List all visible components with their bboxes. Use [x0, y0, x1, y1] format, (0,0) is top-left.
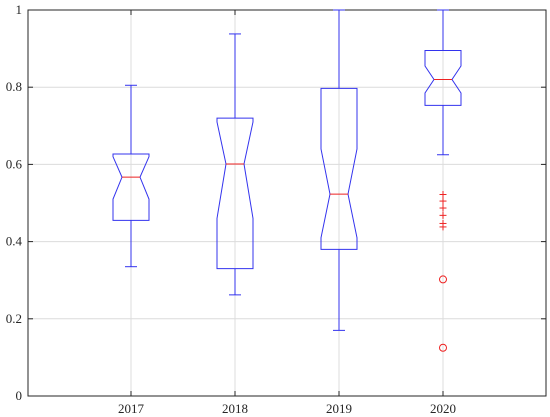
box-body — [424, 50, 462, 106]
y-tick-label: 0.6 — [6, 156, 23, 171]
box-layer — [112, 9, 462, 352]
box-group-2018 — [216, 33, 254, 296]
x-tick-label: 2017 — [118, 401, 145, 416]
box-group-2019 — [320, 9, 358, 331]
outlier-circle — [439, 275, 447, 284]
box-body — [320, 87, 358, 250]
outlier-plus — [439, 204, 447, 212]
y-tick-label: 0 — [16, 388, 23, 403]
box-group-2017 — [112, 84, 150, 268]
plot-frame — [27, 9, 547, 397]
box-body — [112, 153, 150, 221]
x-tick-label: 2019 — [326, 401, 352, 416]
outlier-plus — [439, 191, 447, 199]
box-group-2020 — [424, 9, 462, 352]
outlier-plus — [439, 223, 447, 231]
outlier-plus — [439, 197, 447, 205]
outlier-plus — [439, 211, 447, 219]
x-tick-label: 2018 — [222, 401, 248, 416]
y-tick-label: 0.2 — [6, 311, 22, 326]
tick-layer — [28, 9, 546, 397]
y-tick-label: 0.8 — [6, 79, 22, 94]
box-body — [216, 117, 254, 270]
y-tick-label: 0.4 — [6, 234, 23, 249]
y-tick-label: 1 — [16, 2, 23, 17]
x-tick-label: 2020 — [430, 401, 456, 416]
label-layer: 0 0.2 0.4 0.6 0.8 1 2017 2018 2019 2020 — [6, 2, 456, 416]
outlier-circle — [439, 343, 447, 352]
grid-layer — [28, 10, 546, 396]
